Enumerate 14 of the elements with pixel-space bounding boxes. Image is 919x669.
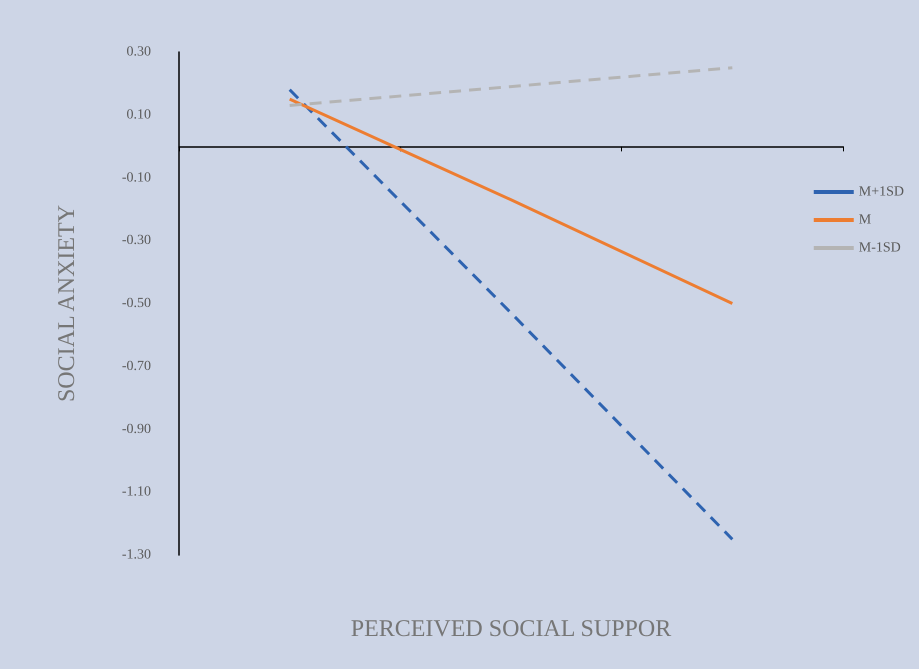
y-tick-label: -0.70	[122, 358, 151, 374]
y-tick-label: 0.30	[126, 44, 151, 60]
y-tick-label: -0.30	[122, 233, 151, 248]
y-tick-label: -1.10	[122, 484, 151, 500]
y-tick-label: -0.10	[122, 170, 151, 186]
legend-label: M+1SD	[858, 184, 904, 200]
y-tick-label: -1.30	[122, 548, 151, 562]
y-axis-title: SOCIAL ANXIETY	[54, 204, 80, 402]
y-tick-label: -0.90	[122, 422, 151, 437]
y-tick-label: 0.10	[126, 107, 151, 122]
x-axis-title: PERCEIVED SOCIAL SUPPOR	[350, 616, 672, 642]
y-tick-label: -0.50	[122, 296, 151, 311]
legend-label: M	[858, 212, 872, 228]
legend-label: M-1SD	[858, 240, 901, 256]
